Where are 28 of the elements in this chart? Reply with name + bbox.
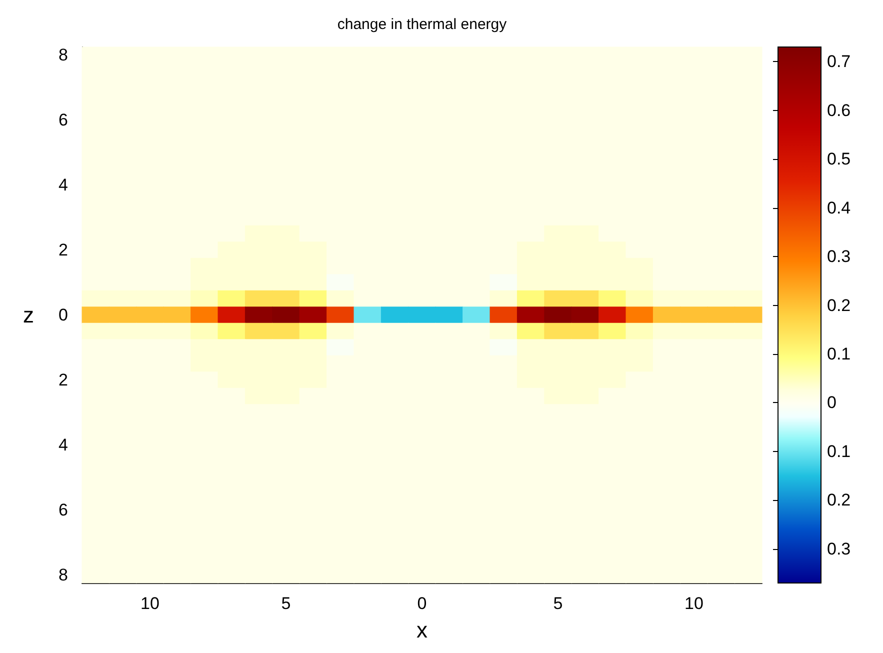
- y-tick-label: 4: [58, 176, 68, 195]
- color-bar-label: 0.4: [827, 198, 851, 218]
- y-tick-label: 8: [58, 565, 68, 584]
- y-tick-label: 8: [58, 46, 68, 65]
- y-tick-label: 2: [58, 240, 68, 260]
- y-tick-label: 0: [58, 306, 68, 324]
- color-bar-label: 0.3: [827, 247, 851, 266]
- color-bar-label: 0.2: [827, 296, 851, 315]
- y-tick-label: 2: [58, 370, 68, 390]
- y-tick-label: 6: [58, 110, 68, 130]
- x-tick-label: 5: [281, 594, 291, 613]
- y-tick-label: 6: [58, 500, 68, 520]
- color-bar-label: 0: [827, 393, 836, 412]
- x-tick-label: 5: [553, 594, 563, 613]
- x-tick-label: 10: [684, 594, 704, 613]
- color-bar-label: 0.6: [827, 100, 851, 120]
- x-axis-title: x: [416, 618, 428, 642]
- color-bar-label: 0.5: [827, 150, 851, 169]
- color-bar-label: 0.7: [827, 52, 851, 72]
- x-tick-label: 0: [417, 594, 427, 613]
- y-tick-label: 4: [58, 435, 68, 454]
- color-bar-label: 0.1: [827, 442, 851, 461]
- color-bar-label: 0.3: [827, 539, 851, 558]
- y-axis-title: z: [23, 302, 34, 328]
- color-bar-label: 0.2: [827, 490, 851, 510]
- x-tick-label: 10: [140, 594, 160, 613]
- color-bar-label: 0.1: [827, 344, 851, 364]
- chart-title: change in thermal energy: [337, 16, 508, 33]
